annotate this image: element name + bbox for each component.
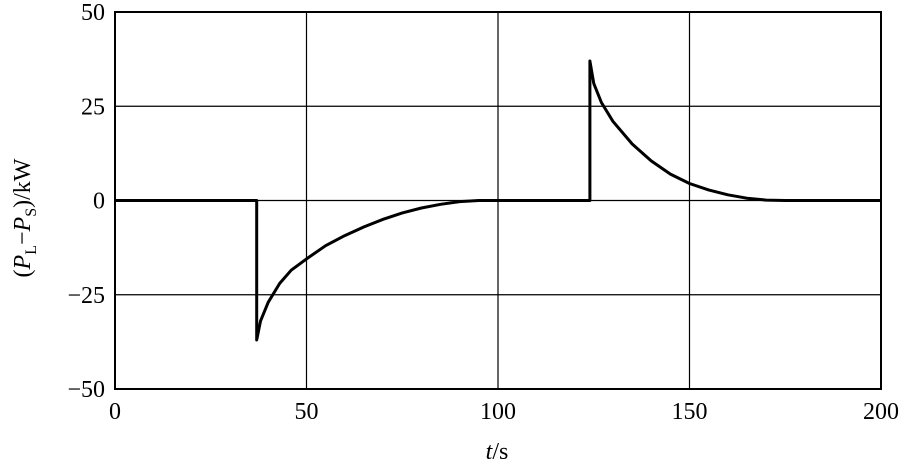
- y-tick-labels: −50 −25 0 25 50: [67, 0, 105, 403]
- x-tick-label: 0: [109, 399, 121, 425]
- x-tick-label: 100: [480, 399, 516, 425]
- y-tick-label: 25: [81, 94, 105, 120]
- x-tick-labels: 0 50 100 150 200: [109, 399, 899, 425]
- x-tick-label: 150: [672, 399, 708, 425]
- x-tick-label: 200: [863, 399, 899, 425]
- y-tick-label: −50: [67, 377, 105, 403]
- series-line: [115, 59, 881, 342]
- y-axis-label: (PL−PS)/kW: [10, 158, 40, 277]
- y-tick-label: −25: [67, 283, 105, 309]
- y-tick-label: 50: [81, 0, 105, 26]
- x-tick-label: 50: [295, 399, 319, 425]
- x-axis-unit: /s: [492, 439, 508, 464]
- y-tick-label: 0: [93, 189, 105, 215]
- x-axis-variable: t: [486, 439, 494, 464]
- x-axis-label: t/s: [486, 439, 509, 464]
